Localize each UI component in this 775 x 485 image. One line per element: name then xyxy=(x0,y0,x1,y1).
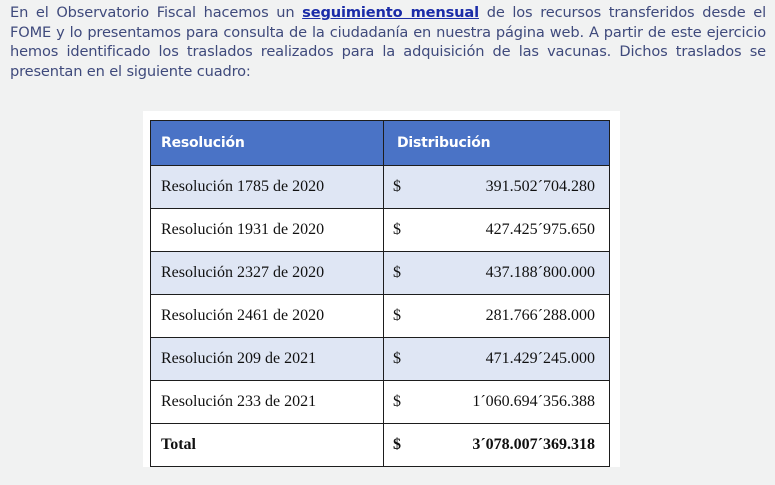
distribution-table: Resolución Distribución Resolución 1785 … xyxy=(150,120,610,467)
resolution-cell: Resolución 2327 de 2020 xyxy=(150,251,384,295)
currency-symbol: $ xyxy=(393,221,401,238)
distribution-cell: $437.188´800.000 xyxy=(383,251,610,295)
table-row: Resolución 209 de 2021 $471.429´245.000 xyxy=(150,337,610,381)
distribution-cell: $1´060.694´356.388 xyxy=(383,380,610,424)
currency-symbol: $ xyxy=(393,436,401,453)
distribution-cell: $281.766´288.000 xyxy=(383,294,610,338)
table-row: Resolución 1931 de 2020 $427.425´975.650 xyxy=(150,208,610,252)
currency-symbol: $ xyxy=(393,178,401,195)
amount-value: 471.429´245.000 xyxy=(485,350,595,367)
resolution-cell: Resolución 1931 de 2020 xyxy=(150,208,384,252)
amount-value: 437.188´800.000 xyxy=(485,264,595,281)
resolution-cell: Resolución 1785 de 2020 xyxy=(150,165,384,209)
currency-symbol: $ xyxy=(393,264,401,281)
distribution-table-image: Resolución Distribución Resolución 1785 … xyxy=(143,111,620,467)
total-row: Total $3´078.007´369.318 xyxy=(150,423,610,467)
resolution-cell: Resolución 209 de 2021 xyxy=(150,337,384,381)
amount-value: 391.502´704.280 xyxy=(485,178,595,195)
intro-text-start: En el Observatorio Fiscal hacemos un xyxy=(10,4,303,21)
resolution-cell: Resolución 233 de 2021 xyxy=(150,380,384,424)
amount-value: 281.766´288.000 xyxy=(485,307,595,324)
distribution-cell: $427.425´975.650 xyxy=(383,208,610,252)
header-distribution: Distribución xyxy=(383,120,610,166)
table-row: Resolución 1785 de 2020 $391.502´704.280 xyxy=(150,165,610,209)
total-amount: 3´078.007´369.318 xyxy=(472,436,595,453)
total-label: Total xyxy=(150,423,384,467)
table-row: Resolución 233 de 2021 $1´060.694´356.38… xyxy=(150,380,610,424)
distribution-cell: $391.502´704.280 xyxy=(383,165,610,209)
currency-symbol: $ xyxy=(393,307,401,324)
currency-symbol: $ xyxy=(393,350,401,367)
amount-value: 1´060.694´356.388 xyxy=(472,393,595,410)
intro-text-end: de los recursos transferidos desde el FO… xyxy=(10,4,766,80)
intro-paragraph: En el Observatorio Fiscal hacemos un seg… xyxy=(10,3,766,81)
amount-value: 427.425´975.650 xyxy=(485,221,595,238)
resolution-cell: Resolución 2461 de 2020 xyxy=(150,294,384,338)
monthly-tracking-link[interactable]: seguimiento mensual xyxy=(302,4,479,21)
table-row: Resolución 2461 de 2020 $281.766´288.000 xyxy=(150,294,610,338)
table-header-row: Resolución Distribución xyxy=(150,120,610,166)
total-distribution-cell: $3´078.007´369.318 xyxy=(383,423,610,467)
header-resolution: Resolución xyxy=(150,120,384,166)
table-row: Resolución 2327 de 2020 $437.188´800.000 xyxy=(150,251,610,295)
distribution-cell: $471.429´245.000 xyxy=(383,337,610,381)
currency-symbol: $ xyxy=(393,393,401,410)
